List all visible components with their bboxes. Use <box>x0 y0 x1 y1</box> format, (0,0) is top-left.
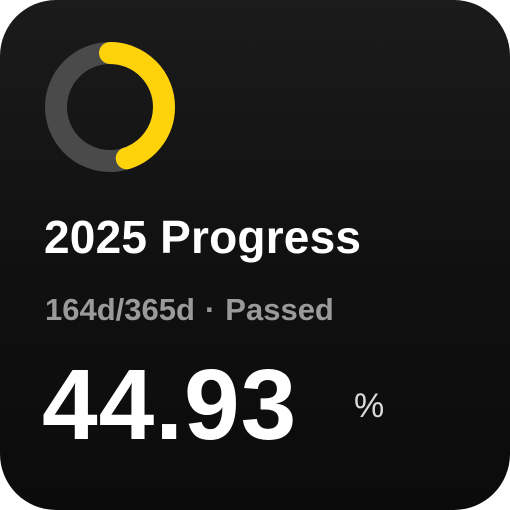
status-label: Passed <box>225 292 334 327</box>
percent-unit: % <box>354 387 385 425</box>
percent-value: 44.93 <box>42 349 298 461</box>
widget-title: 2025 Progress <box>44 211 362 263</box>
days-elapsed: 164d <box>45 292 116 327</box>
days-total: 365d <box>124 292 195 327</box>
separator-dot: · <box>204 292 216 327</box>
progress-ring-fill <box>45 42 175 172</box>
days-divider: / <box>115 292 125 327</box>
progress-ring-icon <box>45 42 175 172</box>
days-summary: 164d/365d · Passed <box>45 294 334 325</box>
